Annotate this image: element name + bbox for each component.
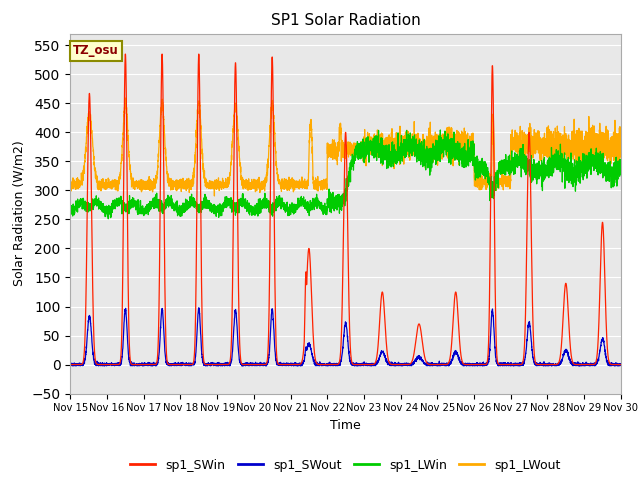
sp1_LWin — [166, 202, 173, 208]
sp1_SWout — [500, 363, 508, 369]
sp1_LWin — [104, 216, 112, 222]
sp1_LWout — [325, 147, 333, 153]
sp1_SWout — [195, 305, 203, 311]
sp1_SWout — [616, 361, 624, 367]
sp1_SWout — [469, 362, 477, 368]
sp1_LWin — [439, 146, 447, 152]
sp1_SWin — [500, 362, 508, 368]
sp1_LWout — [122, 95, 129, 101]
sp1_LWout — [469, 142, 477, 148]
sp1_LWin — [500, 171, 508, 177]
sp1_SWin — [469, 362, 477, 368]
sp1_LWin — [325, 186, 333, 192]
sp1_SWin — [438, 362, 446, 368]
sp1_LWout — [617, 153, 625, 159]
sp1_SWout — [67, 361, 74, 367]
Title: SP1 Solar Radiation: SP1 Solar Radiation — [271, 13, 420, 28]
sp1_SWin — [166, 361, 173, 367]
sp1_LWout — [439, 150, 447, 156]
sp1_LWin — [616, 172, 624, 178]
sp1_SWin — [67, 362, 74, 368]
sp1_LWin — [67, 208, 74, 214]
sp1_SWin — [122, 51, 129, 57]
sp1_SWin — [617, 362, 625, 368]
Line: sp1_SWout: sp1_SWout — [70, 308, 621, 366]
sp1_SWin — [616, 362, 624, 368]
Text: TZ_osu: TZ_osu — [73, 44, 119, 58]
sp1_LWout — [211, 193, 218, 199]
sp1_SWout — [325, 362, 333, 368]
sp1_LWin — [469, 150, 477, 156]
sp1_SWout — [68, 363, 76, 369]
sp1_LWout — [67, 177, 74, 183]
sp1_SWout — [166, 362, 173, 368]
sp1_LWout — [500, 178, 508, 184]
sp1_LWin — [436, 127, 444, 133]
Legend: sp1_SWin, sp1_SWout, sp1_LWin, sp1_LWout: sp1_SWin, sp1_SWout, sp1_LWin, sp1_LWout — [125, 454, 566, 477]
Y-axis label: Solar Radiation (W/m2): Solar Radiation (W/m2) — [13, 141, 26, 287]
Line: sp1_SWin: sp1_SWin — [70, 54, 621, 365]
Line: sp1_LWin: sp1_LWin — [70, 130, 621, 219]
sp1_SWin — [325, 362, 333, 368]
sp1_LWin — [617, 168, 625, 174]
X-axis label: Time: Time — [330, 419, 361, 432]
sp1_LWout — [616, 151, 624, 156]
sp1_LWout — [166, 180, 173, 185]
sp1_SWout — [439, 361, 447, 367]
Line: sp1_LWout: sp1_LWout — [70, 98, 621, 196]
sp1_SWout — [617, 362, 625, 368]
